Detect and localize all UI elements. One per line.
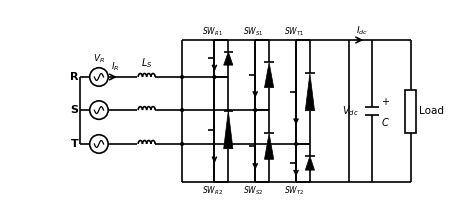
Circle shape	[181, 76, 183, 78]
Text: $SW_{T1}$: $SW_{T1}$	[284, 26, 305, 39]
Polygon shape	[224, 111, 233, 149]
Polygon shape	[305, 73, 315, 111]
Text: $SW_{S2}$: $SW_{S2}$	[243, 184, 264, 196]
Text: $SW_{R1}$: $SW_{R1}$	[202, 26, 223, 39]
Polygon shape	[224, 52, 233, 65]
Text: S: S	[70, 105, 78, 115]
Text: $V_{dc}$: $V_{dc}$	[342, 104, 358, 118]
Text: R: R	[70, 72, 78, 82]
Text: $+$: $+$	[381, 96, 390, 107]
Polygon shape	[305, 156, 315, 170]
Circle shape	[295, 143, 298, 145]
Bar	[405, 90, 416, 133]
Circle shape	[213, 76, 216, 78]
Circle shape	[181, 109, 183, 111]
Text: $SW_{T2}$: $SW_{T2}$	[284, 184, 305, 196]
Text: T: T	[71, 139, 78, 149]
Text: $L_S$: $L_S$	[141, 56, 153, 70]
Text: $SW_{R2}$: $SW_{R2}$	[202, 184, 223, 196]
Circle shape	[254, 109, 256, 111]
Text: $I_{dc}$: $I_{dc}$	[356, 24, 368, 37]
Text: $V_R$: $V_R$	[93, 53, 105, 65]
Text: Load: Load	[419, 106, 444, 116]
Polygon shape	[264, 133, 273, 159]
Polygon shape	[264, 62, 273, 88]
Text: $I_R$: $I_R$	[111, 61, 119, 73]
Text: $SW_{S1}$: $SW_{S1}$	[243, 26, 264, 39]
Circle shape	[181, 143, 183, 145]
Text: $C$: $C$	[381, 116, 390, 128]
